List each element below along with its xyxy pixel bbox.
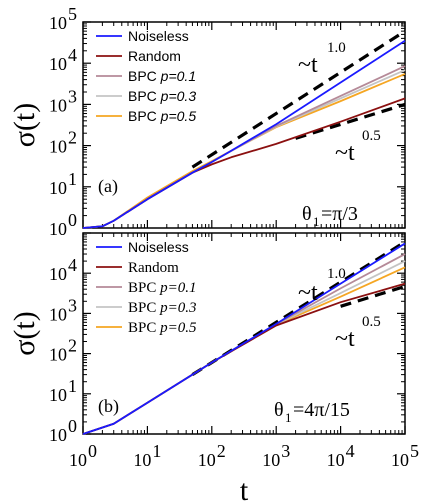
x-tick-label-exp: 4 — [346, 441, 355, 461]
legend-label: Noiseless — [128, 28, 189, 44]
y-tick-label-exp: 1 — [68, 376, 77, 396]
legend-item: Noiseless — [96, 28, 189, 44]
guide-exponent-t05: 0.5 — [362, 314, 381, 330]
y-tick-label-exp: 0 — [68, 210, 77, 230]
x-tick-label-exp: 1 — [152, 441, 161, 461]
x-tick-label-exp: 5 — [410, 441, 419, 461]
y-axis-title: σ(t) — [8, 103, 41, 148]
x-axis-title: t — [240, 474, 249, 504]
x-tick-label: 10 — [133, 450, 151, 470]
x-tick-label: 10 — [69, 450, 87, 470]
legend-label: Noiseless — [128, 239, 189, 255]
theta-subscript: 1 — [313, 214, 320, 229]
guide-line — [295, 102, 406, 140]
legend: Noiseless Random BPC p=0.1 BPC p=0.3 BPC p=0… — [96, 28, 196, 124]
series-line — [82, 242, 406, 435]
y-tick-label: 10 — [49, 178, 67, 198]
legend-label: BPC p=0.1 — [128, 68, 196, 84]
x-tick-label: 10 — [262, 450, 280, 470]
guide-exponent-t1: 1.0 — [327, 266, 346, 282]
y-tick-label: 10 — [49, 137, 67, 157]
y-tick-label-exp: 5 — [68, 4, 77, 24]
legend-label: Random — [128, 48, 181, 64]
x-tick-labels: 10 0 10 1 10 2 10 3 10 4 10 5 — [69, 441, 419, 470]
x-tick-label-exp: 2 — [217, 441, 226, 461]
guide-annotations: ~t 1.0 ~t 0.5 — [298, 40, 381, 166]
guide-label-t05: ~t — [335, 140, 355, 166]
y-tick-label: 10 — [49, 13, 67, 33]
y-tick-label: 10 — [49, 54, 67, 74]
theta-value: =π/3 — [321, 203, 358, 225]
legend-item: BPC p=0.3 — [96, 300, 196, 316]
y-tick-label-exp: 2 — [68, 336, 77, 356]
y-tick-label: 10 — [49, 345, 67, 365]
y-tick-label: 10 — [49, 95, 67, 115]
x-tick-label-exp: 0 — [88, 441, 97, 461]
legend-item: BPC p=0.5 — [96, 320, 197, 336]
y-tick-label: 10 — [49, 264, 67, 284]
y-tick-label-exp: 2 — [68, 128, 77, 148]
guide-line — [340, 284, 406, 308]
guide-label-t05: ~t — [335, 326, 355, 352]
legend-item: BPC p=0.3 — [96, 88, 196, 104]
x-tick-label: 10 — [391, 450, 409, 470]
legend-label: BPC p=0.3 — [128, 88, 196, 104]
panel-label: (a) — [98, 176, 118, 197]
y-axis-title: σ(t) — [8, 311, 41, 356]
legend-item: Noiseless — [96, 239, 189, 255]
legend-label: BPC p=0.5 — [128, 320, 197, 336]
theta-label: θ — [274, 399, 284, 421]
guide-line — [191, 29, 406, 169]
legend-item: BPC p=0.5 — [96, 108, 196, 124]
legend: Noiseless Random BPC p=0.1 BPC p=0.3 BPC p=0… — [96, 239, 197, 336]
x-tick-label: 10 — [327, 450, 345, 470]
y-tick-label: 10 — [49, 304, 67, 324]
theta-label: θ — [302, 203, 312, 225]
legend-label: BPC p=0.5 — [128, 108, 196, 124]
legend-label: Random — [128, 260, 179, 276]
y-tick-label-exp: 3 — [68, 295, 77, 315]
legend-item: BPC p=0.1 — [96, 68, 196, 84]
panel-label: (b) — [98, 396, 119, 417]
y-tick-label-exp: 1 — [68, 169, 77, 189]
theta-subscript: 1 — [285, 410, 292, 425]
y-tick-label: 10 — [49, 385, 67, 405]
theta-value: =4π/15 — [293, 399, 350, 421]
plot-frame — [82, 21, 406, 229]
y-tick-label: 10 — [49, 219, 67, 239]
x-tick-label-exp: 3 — [281, 441, 290, 461]
legend-label: BPC p=0.3 — [128, 300, 196, 316]
legend-item: BPC p=0.1 — [96, 280, 196, 296]
y-tick-label-exp: 4 — [68, 45, 77, 65]
legend-label: BPC p=0.1 — [128, 280, 196, 296]
y-tick-label-exp: 3 — [68, 86, 77, 106]
guide-exponent-t1: 1.0 — [327, 40, 346, 56]
guide-exponent-t05: 0.5 — [362, 128, 381, 144]
series-line — [82, 40, 406, 229]
guide-label-t1: ~t — [298, 280, 318, 306]
legend-item: Random — [96, 260, 179, 276]
y-tick-label-exp: 4 — [68, 255, 77, 275]
y-tick-label-exp: 0 — [68, 416, 77, 436]
legend-item: Random — [96, 48, 181, 64]
guide-label-t1: ~t — [298, 52, 318, 78]
plot-frame — [82, 232, 406, 435]
y-tick-label: 10 — [49, 425, 67, 445]
guide-annotations: ~t 1.0 ~t 0.5 — [298, 266, 381, 352]
x-tick-label: 10 — [198, 450, 216, 470]
